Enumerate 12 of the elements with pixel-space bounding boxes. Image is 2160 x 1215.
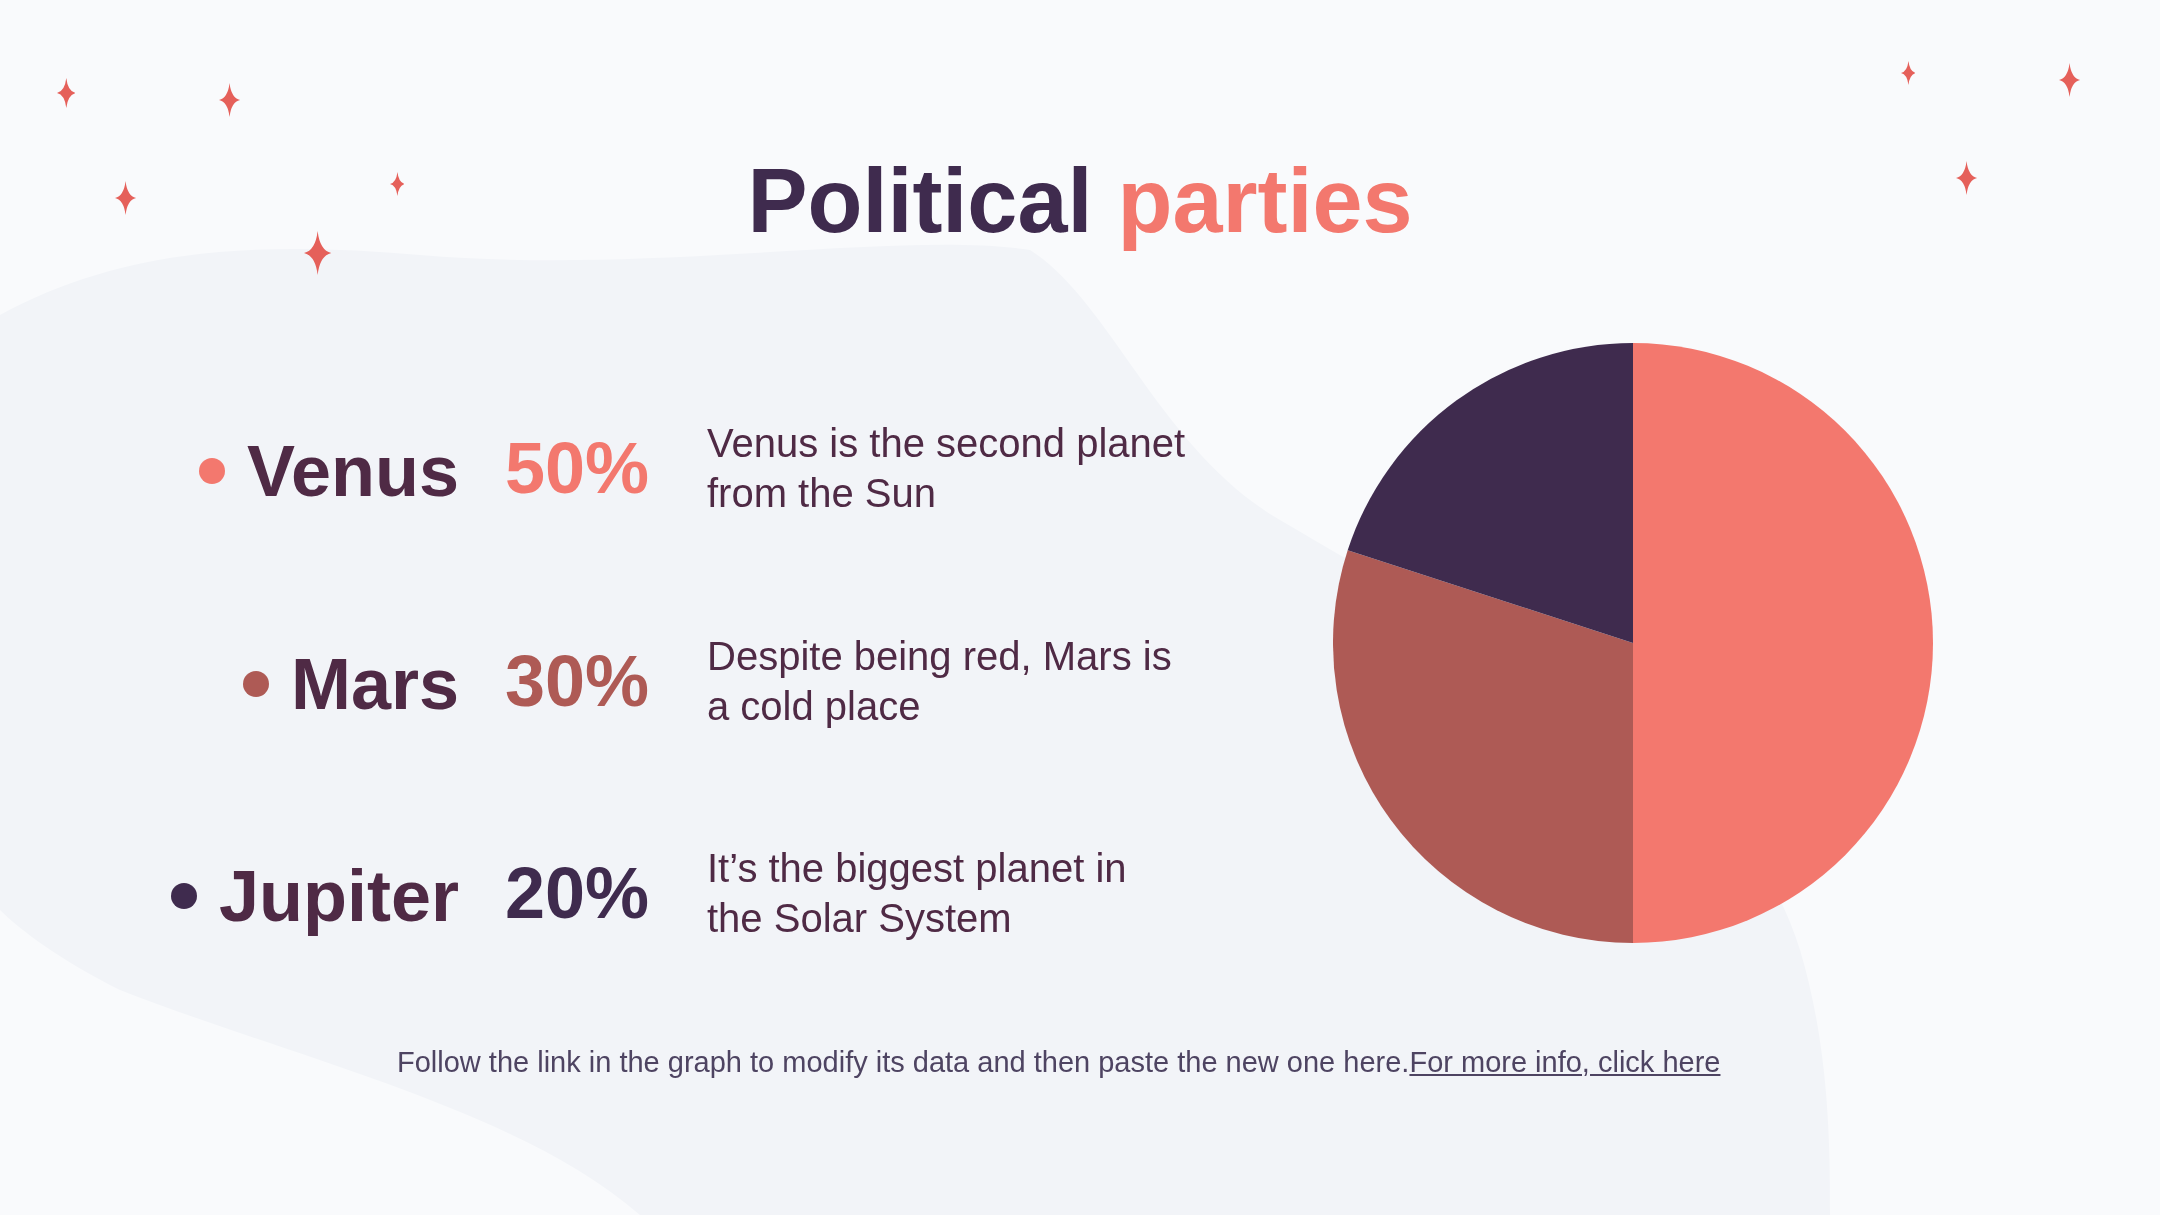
text: It’s the biggest planet in the Solar System [707,845,1128,942]
text: For more info, click here [1409,1046,1721,1078]
text: Follow the link in the graph to modify its data and then paste the new one here. [397,1046,1410,1078]
data-label: 50% [505,427,651,509]
text: Venus is the second planet from the Sun [707,420,1187,517]
legend-label: Mars [290,643,459,724]
data-label: 20% [505,852,651,934]
legend-label: Jupiter [218,855,459,936]
chart-title: Political parties [747,151,1413,251]
text: Despite being red, Mars is a cold place [707,633,1173,730]
data-label: 30% [505,640,651,722]
legend-label: Venus [246,430,459,511]
